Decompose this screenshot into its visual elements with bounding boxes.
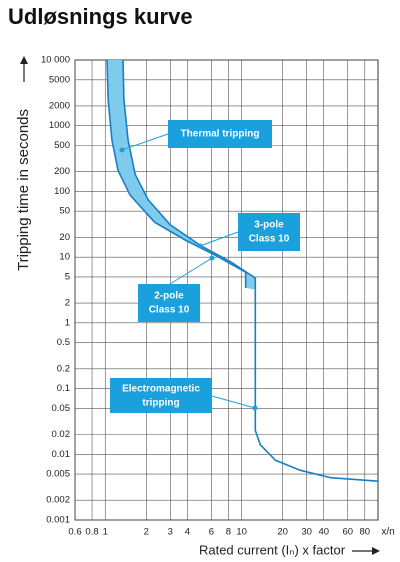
x-axis-title: Rated current (Iₙ) x factor	[199, 542, 346, 557]
y-tick-label: 200	[54, 166, 70, 177]
annotation-box	[138, 284, 200, 322]
y-tick-label: 0.5	[57, 337, 70, 348]
leader	[121, 133, 256, 409]
annotation-text: Thermal tripping	[181, 129, 260, 140]
annotation-text: Class 10	[149, 305, 190, 316]
y-tick-label: 2	[65, 298, 70, 309]
y-tick-label: 5000	[49, 74, 70, 85]
x-tick-label: 0.8	[85, 527, 98, 538]
x-tick-label: 3	[168, 527, 173, 538]
y-arrow	[20, 56, 28, 82]
x-tick-label: 60	[342, 527, 353, 538]
y-axis-title: Tripping time in seconds	[15, 109, 32, 271]
y-tick-label: 0.002	[46, 495, 70, 506]
x-tick-label: 8	[226, 527, 231, 538]
y-tick-label: 0.005	[46, 469, 70, 480]
x-tick-label: 10	[236, 527, 247, 538]
x-tick-label: 20	[277, 527, 288, 538]
y-tick-label: 0.001	[46, 515, 70, 526]
x-tick-label: 80	[359, 527, 370, 538]
y-tick-label: 10	[59, 252, 70, 263]
y-tick-label: 500	[54, 140, 70, 151]
annotation-box	[238, 213, 300, 251]
y-tick-label: 0.2	[57, 363, 70, 374]
y-tick-label: 1000	[49, 120, 70, 131]
thermal-band	[107, 60, 256, 290]
chart-title: Udløsnings kurve	[8, 4, 193, 29]
annotations: Thermal tripping 3-pole Class 10 2-pole …	[110, 120, 300, 413]
y-tick-label: 0.02	[52, 429, 71, 440]
y-tick-label: 100	[54, 186, 70, 197]
x-tick-label: 0.6	[68, 527, 81, 538]
annotation-text: Electromagnetic	[122, 384, 200, 395]
y-tick-label: 0.05	[52, 403, 71, 414]
y-tick-label: 2000	[49, 100, 70, 111]
annotation-box	[168, 120, 272, 148]
x-tick-label: 1	[103, 527, 108, 538]
x-tick-label: 40	[318, 527, 329, 538]
curve	[254, 289, 379, 482]
x-tick-label: 4	[185, 527, 190, 538]
curve	[106, 59, 247, 288]
annotation-text: 3-pole	[254, 220, 284, 231]
x-tick-label: 6	[209, 527, 214, 538]
y-tick-label: 0.01	[52, 449, 71, 460]
y-tick-label: 1	[65, 317, 70, 328]
y-tick-label: 20	[59, 232, 70, 243]
y-tick-label: 50	[59, 206, 70, 217]
annotation-box	[110, 378, 212, 413]
x-tick-label: 2	[144, 527, 149, 538]
annotation-text: 2-pole	[154, 291, 184, 302]
leader-dot	[119, 147, 258, 411]
x-arrow	[352, 547, 380, 555]
y-tick-label: 10 000	[41, 55, 70, 66]
x-unit-label: x/n	[381, 527, 394, 538]
y-tick-label: 0.1	[57, 383, 70, 394]
annotation-text: Class 10	[249, 234, 290, 245]
annotation-text: tripping	[142, 398, 179, 409]
y-tick-label: 5	[65, 271, 70, 282]
x-tick-label: 30	[301, 527, 312, 538]
